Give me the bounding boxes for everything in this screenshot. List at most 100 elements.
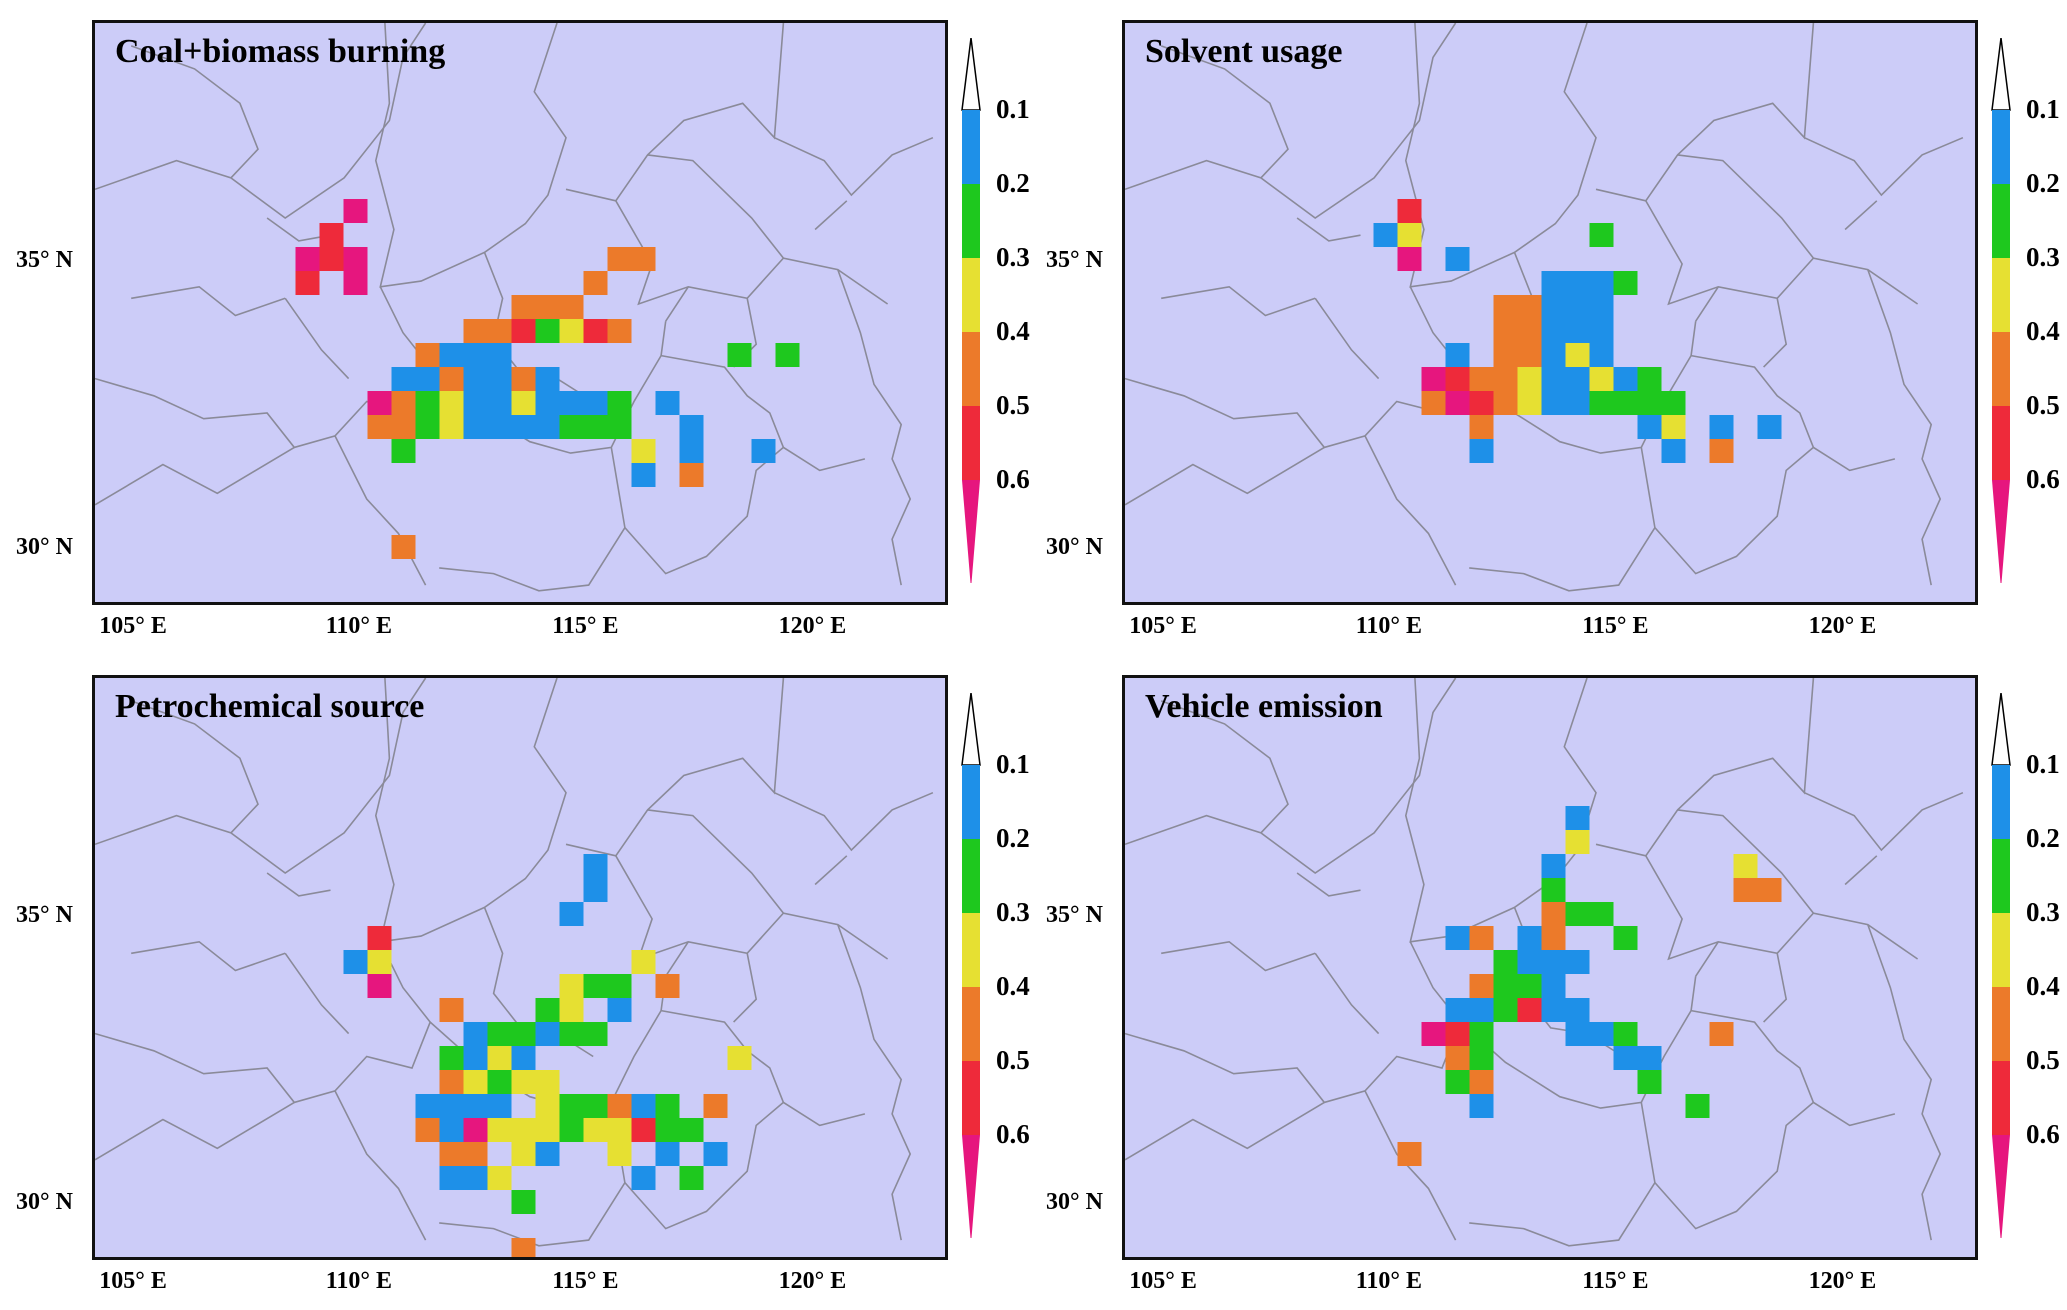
grid-cell-0.1 — [1445, 926, 1470, 950]
map-panel-1: Coal+biomass burning 105° E 110° E 115° E 12… — [0, 0, 1030, 655]
grid-cell-0.1 — [1565, 367, 1590, 391]
colorbar-label: 0.2 — [2026, 823, 2060, 853]
grid-cell-0.5 — [1517, 998, 1542, 1022]
colorbar: 0.1 0.2 0.3 0.4 0.5 0.6 — [960, 693, 1080, 1238]
grid-cell-0.4 — [463, 319, 488, 343]
map-frame: Vehicle emission — [1122, 675, 1978, 1260]
grid-cell-0.1 — [1445, 343, 1470, 367]
province-boundary — [565, 23, 785, 202]
grid-cell-0.1 — [1757, 415, 1782, 439]
grid-cell-0.3 — [631, 950, 656, 974]
colorbar-label: 0.4 — [2026, 316, 2060, 346]
grid-cell-0.4 — [1517, 295, 1542, 319]
grid-cell-0.3 — [559, 998, 584, 1022]
colorbar-label: 0.5 — [996, 390, 1030, 420]
grid-cell-0.3 — [1661, 415, 1686, 439]
grid-cell-0.1 — [1613, 1046, 1638, 1070]
grid-cell-0.2 — [583, 974, 608, 998]
grid-cell-0.1 — [1565, 295, 1590, 319]
province-boundary — [1404, 678, 1597, 943]
province-boundary — [1314, 952, 1380, 1035]
grid-cell-0.3 — [1733, 854, 1758, 878]
grid-cell-0.1 — [487, 343, 512, 367]
province-boundary — [1469, 527, 1656, 592]
y-tick-label: 30° N — [16, 533, 73, 560]
grid-cell-0.4 — [1469, 1070, 1494, 1094]
colorbar-top-extension — [961, 693, 981, 766]
grid-cell-0.1 — [1613, 367, 1638, 391]
colorbar-segment-0.3 — [1992, 913, 2010, 987]
grid-cell-0.4 — [703, 1094, 728, 1118]
grid-cell-0.3 — [1589, 367, 1614, 391]
grid-cell-0.1 — [1445, 247, 1470, 271]
grid-cell-0.1 — [463, 1046, 488, 1070]
province-boundary — [1690, 1009, 1815, 1103]
x-tick-label: 120° E — [778, 1268, 847, 1294]
province-boundary — [131, 285, 286, 317]
grid-cell-0.1 — [487, 391, 512, 415]
province-boundary — [1125, 678, 1457, 874]
grid-cell-0.1 — [1541, 391, 1566, 415]
grid-cell-0.2 — [559, 415, 584, 439]
grid-cell-0.2 — [1469, 1022, 1494, 1046]
grid-cell-0.1 — [1565, 806, 1590, 830]
colorbar: 0.1 0.2 0.3 0.4 0.5 0.6 — [960, 38, 1080, 583]
grid-cell-0.1 — [631, 1166, 656, 1190]
grid-cell-0.3 — [511, 391, 536, 415]
grid-cell-0.1 — [535, 391, 560, 415]
grid-cell-0.2 — [1613, 1022, 1638, 1046]
province-boundary — [1160, 45, 1289, 179]
province-boundary — [1867, 269, 1942, 586]
grid-cell-0.1 — [1469, 439, 1494, 463]
province-boundary — [660, 354, 785, 448]
colorbar-segment-0.2 — [1992, 839, 2010, 913]
x-tick-label: 105° E — [99, 613, 167, 639]
grid-cell-0.3 — [367, 950, 392, 974]
grid-cell-0.1 — [1637, 1046, 1662, 1070]
colorbar-label: 0.1 — [996, 749, 1030, 779]
grid-cell-0.2 — [1637, 1070, 1662, 1094]
grid-cell-0.1 — [463, 1166, 488, 1190]
grid-cell-0.4 — [535, 295, 560, 319]
grid-cell-0.1 — [1445, 998, 1470, 1022]
province-boundary — [1844, 855, 1878, 886]
province-boundary — [1640, 1101, 1896, 1230]
grid-cell-0.2 — [535, 319, 560, 343]
grid-cell-0.1 — [631, 1094, 656, 1118]
grid-cell-0.4 — [367, 415, 392, 439]
grid-cell-0.5 — [367, 926, 392, 950]
grid-cell-0.1 — [1517, 950, 1542, 974]
grid-cell-0.1 — [1589, 1022, 1614, 1046]
panel-title: Petrochemical source — [115, 688, 425, 725]
grid-cell-0.2 — [559, 1022, 584, 1046]
x-tick-label: 120° E — [1808, 1268, 1877, 1294]
grid-cell-0.4 — [607, 247, 632, 271]
grid-cell-0.1 — [1661, 439, 1686, 463]
grid-cell-0.4 — [439, 1142, 464, 1166]
grid-cell-0.1 — [1565, 1022, 1590, 1046]
grid-cell-0.1 — [703, 1142, 728, 1166]
grid-cell-0.2 — [1589, 391, 1614, 415]
grid-cell-0.2 — [415, 415, 440, 439]
grid-cell-0.1 — [463, 1094, 488, 1118]
grid-cell-0.4 — [1493, 295, 1518, 319]
grid-cell-0.6 — [1421, 1022, 1446, 1046]
y-tick-label: 35° N — [16, 246, 73, 273]
grid-cell-0.4 — [1541, 902, 1566, 926]
province-boundary — [733, 953, 758, 1023]
colorbar-label: 0.2 — [996, 823, 1030, 853]
map-canvas — [1125, 678, 1964, 1247]
x-tick-label: 120° E — [1808, 613, 1877, 639]
colorbar-segment-0.4 — [962, 332, 980, 406]
grid-cell-0.2 — [655, 1094, 680, 1118]
grid-cell-0.1 — [1469, 998, 1494, 1022]
grid-cell-0.3 — [535, 1094, 560, 1118]
grid-cell-0.4 — [1421, 391, 1446, 415]
colorbar-label: 0.3 — [2026, 897, 2060, 927]
grid-cell-0.1 — [343, 950, 368, 974]
colorbar-segment-0.6 — [962, 1135, 980, 1238]
grid-cell-0.6 — [1421, 367, 1446, 391]
province-boundary — [1314, 297, 1380, 380]
grid-cell-0.1 — [1589, 319, 1614, 343]
grid-cell-0.1 — [1565, 319, 1590, 343]
